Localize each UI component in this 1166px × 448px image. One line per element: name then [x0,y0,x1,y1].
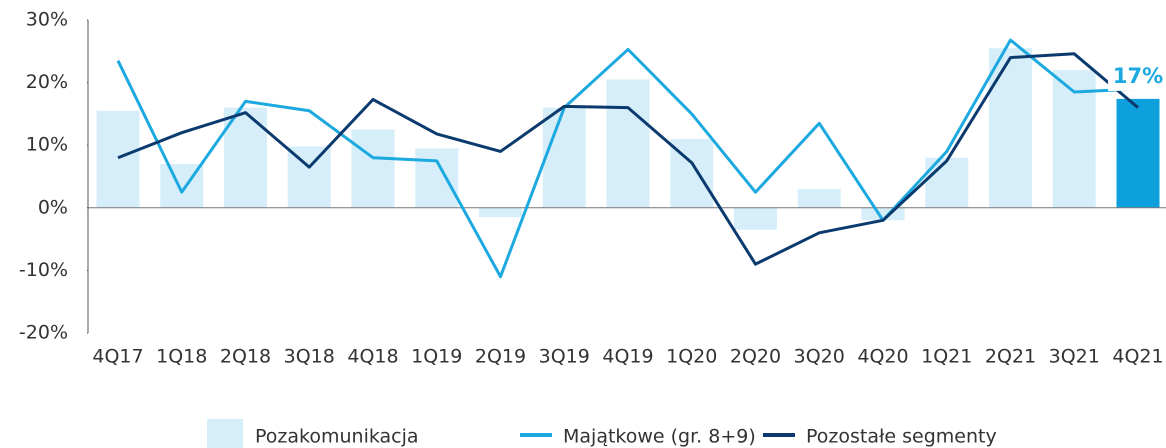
bar [96,110,140,208]
x-tick-label: 4Q20 [857,346,908,368]
bar [734,207,777,230]
line [116,38,1139,279]
x-tick-label: 2Q19 [475,346,526,368]
y-tick-label: -10% [19,259,68,281]
x-tick-label: 4Q19 [602,346,653,368]
x-tick-label: 3Q20 [794,346,845,368]
bar [415,148,459,208]
x-tick-label: 1Q21 [921,346,972,368]
x-tick-label: 1Q18 [156,346,207,368]
legend-swatch [207,419,243,448]
line [117,52,1139,266]
bar [351,129,395,208]
bar [1116,98,1160,208]
label-background [1108,62,1166,91]
legend-label: Pozakomunikacja [255,426,419,448]
bar [925,157,969,208]
x-tick-label: 2Q20 [730,346,781,368]
value-label: 17% [1113,64,1163,88]
legend-label: Pozostałe segmenty [806,426,997,448]
x-tick-label: 3Q19 [539,346,590,368]
x-tick-label: 3Q18 [284,346,335,368]
x-tick-label: 4Q17 [92,346,143,368]
x-tick-label: 1Q19 [411,346,462,368]
bar [606,79,650,208]
x-tick-label: 4Q18 [347,346,398,368]
y-tick-label: 20% [26,71,68,93]
x-tick-label: 2Q21 [985,346,1036,368]
bar [542,107,586,208]
y-tick-label: 30% [26,9,68,31]
bar [479,207,522,218]
x-tick-label: 4Q21 [1112,346,1163,368]
y-tick-label: 0% [38,196,68,218]
legend-label: Majątkowe (gr. 8+9) [563,426,756,448]
bar [797,189,841,208]
x-tick-label: 2Q18 [220,346,271,368]
x-tick-label: 1Q20 [666,346,717,368]
y-tick-label: -20% [19,322,68,344]
x-tick-label: 3Q21 [1049,346,1100,368]
y-tick-label: 10% [26,134,68,156]
bar [989,48,1032,208]
